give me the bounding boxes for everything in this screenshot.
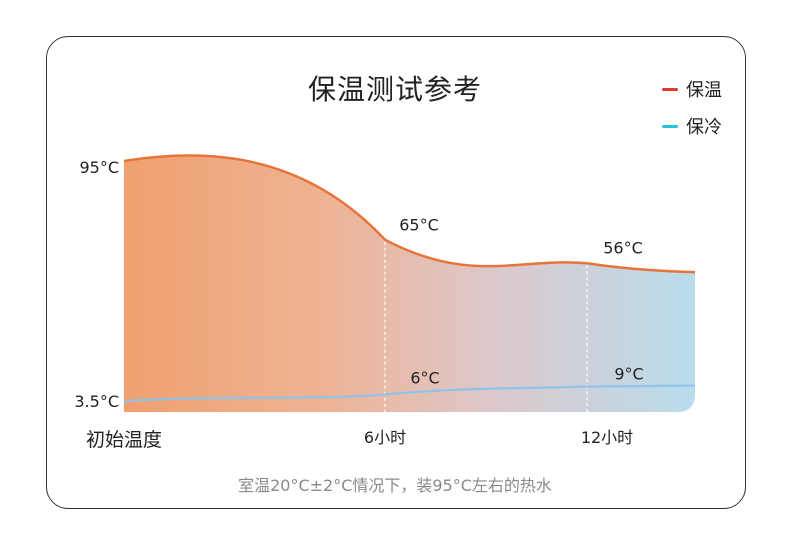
legend-label-cold: 保冷 — [686, 117, 722, 138]
warm-value-label: 56°C — [603, 238, 643, 257]
legend-label-warm: 保温 — [686, 80, 722, 101]
cold-series-line — [123, 384, 696, 403]
warm-area-fill — [124, 155, 695, 413]
x-tick-label: 初始温度 — [86, 429, 162, 451]
cold-value-label: 9°C — [614, 365, 643, 384]
legend: 保温 保冷 — [662, 78, 722, 152]
legend-item-cold: 保冷 — [662, 115, 722, 138]
chart-title: 保温测试参考 — [307, 73, 482, 106]
warm-value-label: 95°C — [79, 158, 119, 177]
legend-item-warm: 保温 — [662, 78, 722, 101]
cold-value-label: 3.5°C — [74, 392, 119, 411]
cold-value-label: 6°C — [410, 368, 439, 387]
warm-series-line — [123, 154, 696, 274]
x-tick-label: 6小时 — [364, 428, 406, 447]
test-condition-note: 室温20°C±2°C情况下，装95°C左右的热水 — [238, 476, 552, 495]
legend-swatch-warm — [662, 87, 678, 91]
x-tick-label: 12小时 — [581, 428, 633, 447]
warm-value-label: 65°C — [399, 216, 439, 235]
legend-swatch-cold — [662, 124, 678, 128]
